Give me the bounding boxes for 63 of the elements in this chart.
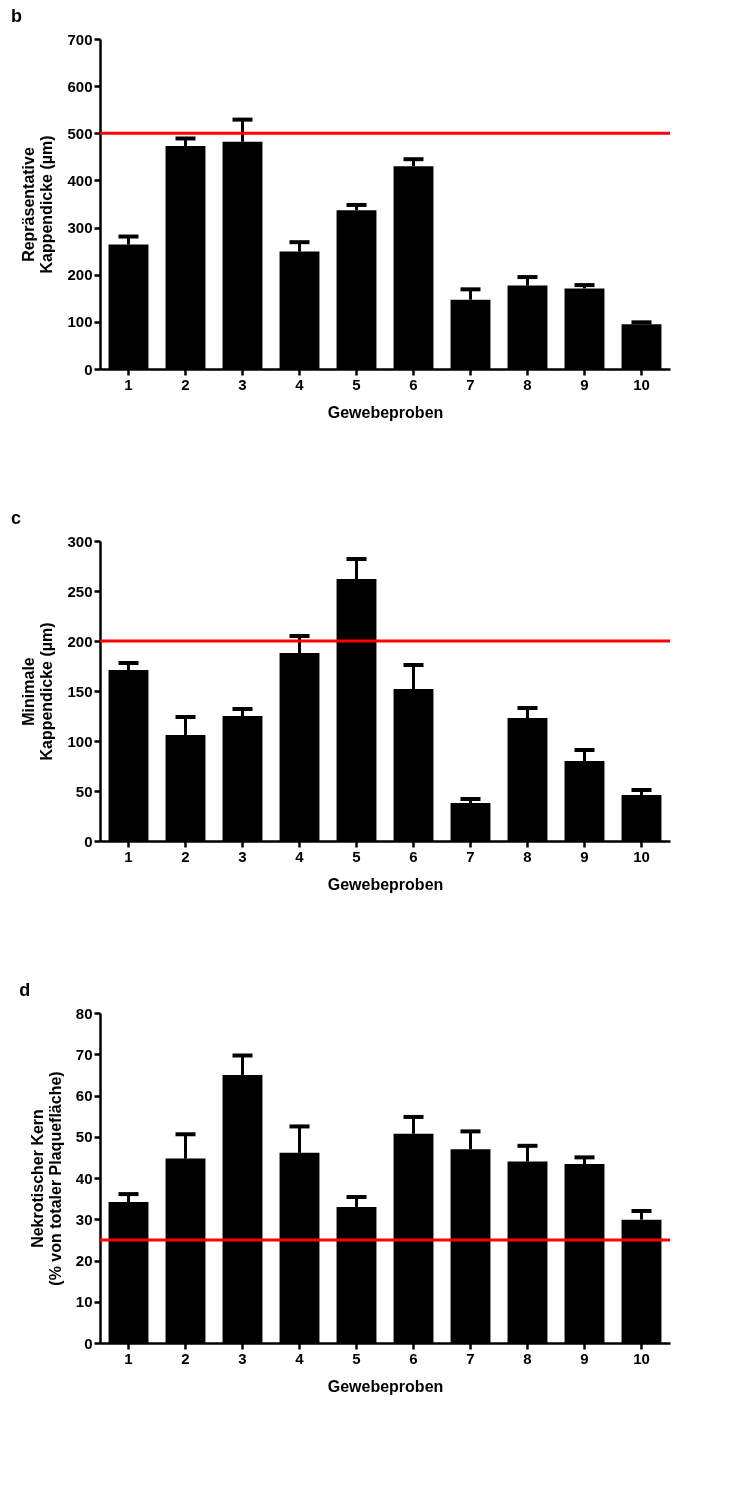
y-tick-label: 700 <box>67 30 93 48</box>
x-tick-label: 9 <box>580 1349 589 1367</box>
y-axis-title: Repräsentative Kappendicke (µm) <box>20 135 56 274</box>
y-tick-label: 0 <box>84 360 93 378</box>
x-tick-label: 3 <box>238 1349 247 1367</box>
x-axis-title: Gewebeproben <box>327 875 444 893</box>
x-tick-label: 5 <box>352 1349 361 1367</box>
y-tick-label: 60 <box>75 1087 93 1104</box>
x-tick-label: 5 <box>352 847 361 865</box>
x-tick-label: 8 <box>523 847 532 865</box>
y-tick-label: 0 <box>84 832 93 850</box>
x-tick-label: 7 <box>466 847 475 865</box>
x-tick-label: 2 <box>181 1349 190 1367</box>
x-tick-label: 4 <box>295 375 305 393</box>
y-tick-label: 50 <box>75 782 93 800</box>
y-axis-title: Minimale Kappendicke (µm) <box>20 622 56 761</box>
y-tick-label: 80 <box>75 1004 93 1022</box>
x-tick-label: 9 <box>580 375 589 393</box>
y-tick-label: 200 <box>67 266 93 284</box>
y-tick-label: 600 <box>67 77 93 95</box>
x-tick-label: 10 <box>633 847 650 865</box>
x-tick-label: 9 <box>580 847 589 865</box>
y-tick-label: 250 <box>67 582 93 600</box>
x-tick-label: 6 <box>409 1349 418 1367</box>
x-tick-label: 1 <box>124 375 133 393</box>
x-tick-label: 10 <box>633 375 650 393</box>
x-tick-label: 3 <box>238 847 247 865</box>
y-tick-label: 100 <box>67 313 93 331</box>
y-tick-label: 400 <box>67 171 93 189</box>
y-tick-label: 300 <box>67 219 93 237</box>
x-tick-label: 8 <box>523 375 532 393</box>
x-tick-label: 7 <box>466 1349 475 1367</box>
chart-title: d <box>19 980 31 1000</box>
chart-title: c <box>10 508 21 528</box>
y-tick-label: 70 <box>75 1045 93 1063</box>
x-tick-label: 8 <box>523 1349 532 1367</box>
x-tick-label: 3 <box>238 375 247 393</box>
y-tick-label: 500 <box>67 124 93 142</box>
x-tick-label: 2 <box>181 375 190 393</box>
y-tick-label: 50 <box>75 1128 93 1146</box>
y-tick-label: 20 <box>75 1252 93 1269</box>
x-tick-label: 1 <box>124 1349 133 1367</box>
y-tick-label: 200 <box>67 632 93 650</box>
chart-title: b <box>10 6 22 26</box>
x-tick-label: 6 <box>409 375 418 393</box>
x-tick-label: 4 <box>295 847 305 865</box>
x-tick-label: 2 <box>181 847 190 865</box>
x-tick-label: 7 <box>466 375 475 393</box>
x-axis-title: Gewebeproben <box>327 403 444 421</box>
y-tick-label: 100 <box>67 732 93 750</box>
x-axis-title: Gewebeproben <box>327 1377 444 1395</box>
y-tick-label: 150 <box>67 682 93 700</box>
x-tick-label: 5 <box>352 375 361 393</box>
y-tick-label: 10 <box>75 1293 93 1311</box>
x-tick-label: 4 <box>295 1349 305 1367</box>
x-tick-label: 1 <box>124 847 133 865</box>
x-tick-label: 10 <box>633 1349 650 1367</box>
x-tick-label: 6 <box>409 847 418 865</box>
y-tick-label: 40 <box>75 1169 93 1187</box>
y-tick-label: 0 <box>84 1334 93 1352</box>
y-tick-label: 30 <box>75 1210 93 1228</box>
y-tick-label: 300 <box>67 532 93 550</box>
y-axis-title: Nekrotischer Kern (% von totaler Plaquefläche) <box>28 1071 64 1286</box>
